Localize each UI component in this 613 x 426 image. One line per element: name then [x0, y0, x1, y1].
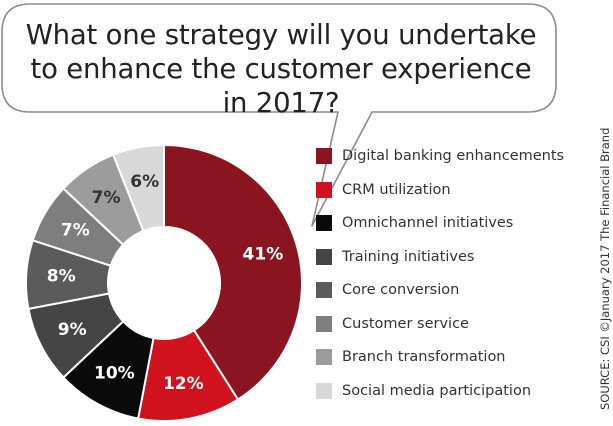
slice-label-training-initiatives: 9%	[58, 320, 87, 340]
legend-label: Customer service	[342, 315, 469, 332]
legend-label: Branch transformation	[342, 349, 506, 365]
legend-swatch	[316, 248, 332, 265]
legend-swatch	[316, 349, 332, 365]
legend-item-customer-service: Customer service	[316, 314, 566, 334]
legend-swatch	[316, 382, 332, 399]
slice-social-media-participation	[111, 143, 165, 233]
legend-swatch	[316, 282, 332, 298]
slice-label-branch-transformation: 7%	[92, 188, 121, 208]
legend-swatch	[316, 315, 332, 332]
legend-item-branch-transformation: Branch transformation	[316, 347, 566, 367]
legend-swatch	[316, 215, 332, 231]
slice-label-social-media-participation: 6%	[130, 172, 159, 192]
slice-label-crm-utilization: 12%	[163, 374, 204, 394]
legend-item-digital-banking-enhancements: Digital banking enhancements	[316, 146, 566, 166]
slice-label-customer-service: 7%	[61, 221, 90, 241]
chart-title: What one strategy will you undertake to …	[25, 19, 537, 119]
legend-label: Training initiatives	[342, 248, 475, 265]
legend-label: Digital banking enhancements	[342, 148, 565, 164]
legend-label: CRM utilization	[342, 181, 451, 198]
slice-label-core-conversion: 8%	[47, 267, 76, 287]
legend-label: Omnichannel initiatives	[342, 215, 514, 231]
slice-label-omnichannel-initiatives: 10%	[94, 363, 135, 383]
legend-swatch	[316, 181, 332, 198]
slice-label-digital-banking-enhancements: 41%	[243, 244, 284, 264]
legend-swatch	[316, 148, 332, 164]
legend-label: Core conversion	[342, 282, 460, 298]
legend-item-social-media-participation: Social media participation	[316, 381, 566, 401]
speech-bubble-shape	[1, 3, 557, 227]
legend-item-omnichannel-initiatives: Omnichannel initiatives	[316, 213, 566, 233]
source-credit: SOURCE: CSI ©January 2017 The Financial …	[598, 127, 612, 410]
legend-item-training-initiatives: Training initiatives	[316, 247, 566, 267]
legend-item-core-conversion: Core conversion	[316, 280, 566, 300]
legend-label: Social media participation	[342, 382, 532, 399]
legend-item-crm-utilization: CRM utilization	[316, 180, 566, 200]
